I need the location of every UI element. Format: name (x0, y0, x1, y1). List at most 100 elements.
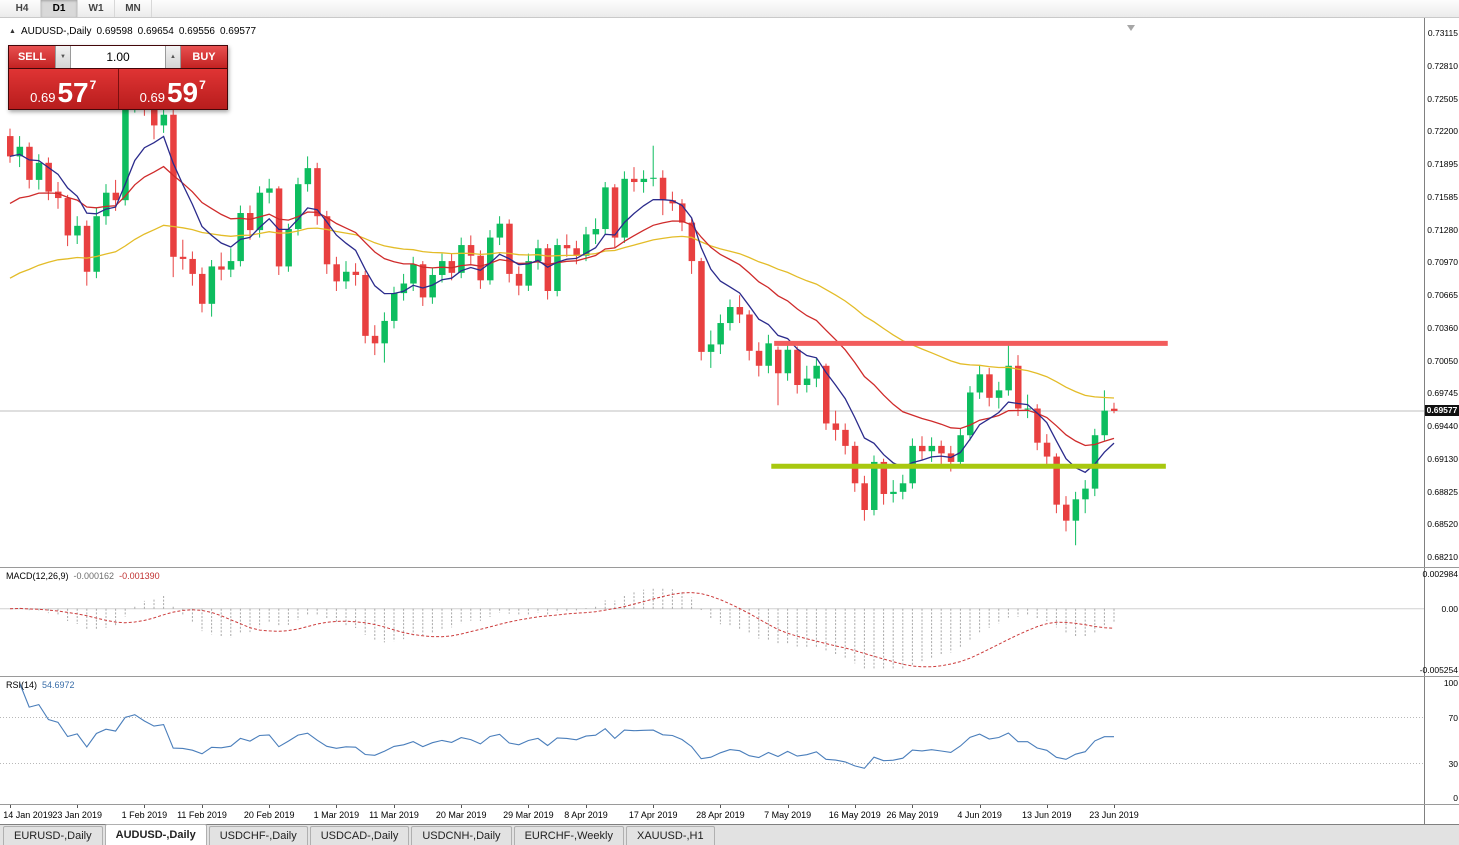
rsi-value: 54.6972 (42, 680, 75, 690)
time-tick (269, 805, 271, 808)
time-tick (202, 805, 203, 808)
timeframe-button-w1[interactable]: W1 (78, 0, 115, 17)
buy-price-big: 59 (166, 77, 199, 109)
macd-axis[interactable]: 0.002984 0.00 -0.005254 (1420, 568, 1459, 676)
time-axis-label: 23 Jan 2019 (52, 810, 102, 820)
price-axis-label: 0.71585 (1427, 191, 1458, 202)
macd-main-value: -0.000162 (73, 571, 115, 581)
time-tick (394, 805, 395, 808)
price-axis-label: 0.68520 (1427, 519, 1458, 530)
time-axis-label: 17 Apr 2019 (628, 810, 678, 820)
chart-tab-eurchf-weekly[interactable]: EURCHF-,Weekly (513, 826, 624, 845)
buy-price-prefix: 0.69 (139, 89, 165, 105)
time-tick (10, 805, 11, 808)
rsi-canvas (0, 682, 1425, 769)
rsi-name: RSI(14) (6, 680, 38, 690)
time-axis-label: 23 Jun 2019 (1089, 810, 1139, 820)
volume-increase-button[interactable]: ▲ (165, 46, 181, 68)
time-axis-label: 8 Apr 2019 (564, 810, 608, 820)
price-axis-label: 0.68210 (1427, 552, 1458, 562)
ohlc-close: 0.69577 (219, 26, 257, 37)
price-axis-label: 0.71280 (1427, 224, 1458, 235)
buy-price-display[interactable]: 0.69 59 7 (118, 69, 227, 109)
timeframe-button-d1[interactable]: D1 (41, 0, 78, 17)
rsi-axis-label: 0 (1453, 793, 1458, 803)
time-axis-label: 29 Mar 2019 (503, 810, 554, 820)
sell-price-prefix: 0.69 (30, 89, 56, 105)
rsi-axis-label: 100 (1443, 678, 1458, 688)
timeframe-button-mn[interactable]: MN (115, 0, 152, 17)
price-axis-label: 0.73115 (1427, 28, 1458, 38)
macd-name: MACD(12,26,9) (6, 571, 69, 581)
price-axis-label: 0.70360 (1427, 322, 1458, 333)
time-tick (586, 805, 587, 808)
time-axis-label: 1 Feb 2019 (121, 810, 168, 820)
time-tick (720, 805, 722, 808)
macd-indicator-label: MACD(12,26,9) -0.000162 -0.001390 (6, 571, 160, 581)
rsi-axis[interactable]: 100 70 30 0 (1424, 677, 1459, 804)
time-tick (979, 805, 981, 808)
chart-tab-usdcnh-daily[interactable]: USDCNH-,Daily (411, 826, 512, 845)
rsi-axis-label: 70 (1448, 712, 1458, 723)
chart-tab-eurusd-daily[interactable]: EURUSD-,Daily (3, 826, 103, 845)
time-axis[interactable]: 14 Jan 2019 23 Jan 2019 1 Feb 2019 11 Feb 2… (0, 804, 1459, 824)
volume-input[interactable] (71, 46, 165, 68)
chart-tab-xauusd-h1[interactable]: XAUUSD-,H1 (625, 826, 715, 845)
rsi-indicator-label: RSI(14) 54.6972 (6, 680, 75, 690)
time-tick (528, 805, 530, 808)
time-axis-label: 7 May 2019 (764, 810, 812, 820)
chart-shift-marker-icon (1127, 25, 1135, 31)
time-axis-label: 20 Mar 2019 (435, 810, 487, 820)
price-axis-label: 0.71895 (1427, 159, 1458, 169)
macd-axis-label: -0.005254 (1419, 665, 1458, 675)
price-axis[interactable]: 0.69577 0.73115 0.72810 0.72505 0.72200 0.71… (1424, 18, 1459, 567)
ohlc-high: 0.69654 (137, 26, 174, 37)
macd-canvas (0, 587, 1425, 670)
timeframe-button-h4[interactable]: H4 (4, 0, 41, 17)
time-tick (1046, 805, 1048, 808)
price-chart-canvas[interactable] (0, 18, 1425, 567)
chart-tab-usdchf-daily[interactable]: USDCHF-,Daily (208, 826, 308, 845)
time-tick (787, 805, 789, 808)
sell-price-big: 57 (57, 77, 89, 109)
current-price-badge: 0.69577 (1425, 404, 1459, 416)
price-axis-label: 0.70970 (1427, 257, 1458, 268)
time-tick (336, 805, 338, 808)
price-axis-label: 0.70050 (1427, 355, 1458, 366)
time-axis-label: 20 Feb 2019 (243, 810, 295, 820)
timeframe-toolbar: H4 D1 W1 MN (0, 0, 1459, 18)
price-axis-label: 0.69440 (1427, 421, 1458, 431)
time-tick (144, 805, 146, 808)
price-axis-label: 0.70665 (1427, 290, 1458, 300)
rsi-axis-label: 30 (1448, 758, 1458, 769)
rsi-pane: RSI(14) 54.6972 100 70 30 0 (0, 676, 1459, 804)
sell-price-display[interactable]: 0.69 57 7 (9, 69, 119, 109)
time-axis-label: 26 May 2019 (886, 810, 939, 820)
time-axis-label: 16 May 2019 (828, 810, 881, 820)
time-tick (653, 805, 655, 808)
time-axis-label: 14 Jan 2019 (3, 810, 53, 820)
price-axis-label: 0.72200 (1427, 126, 1458, 137)
time-axis-corner (1424, 805, 1459, 824)
time-axis-label: 11 Mar 2019 (369, 810, 419, 820)
ohlc-low: 0.69556 (178, 26, 215, 37)
chart-tab-usdcad-daily[interactable]: USDCAD-,Daily (309, 826, 410, 845)
macd-axis-label: 0.00 (1441, 603, 1458, 614)
chart-tab-audusd-daily[interactable]: AUDUSD-,Daily (104, 824, 207, 845)
price-axis-label: 0.69130 (1427, 453, 1458, 464)
time-axis-label: 28 Apr 2019 (696, 810, 745, 820)
price-axis-label: 0.72505 (1427, 93, 1458, 104)
price-axis-label: 0.68825 (1427, 486, 1458, 497)
macd-pane: MACD(12,26,9) -0.000162 -0.001390 0.0029… (0, 567, 1459, 676)
time-axis-label: 4 Jun 2019 (957, 810, 1002, 820)
time-tick (461, 805, 463, 808)
sell-button[interactable]: SELL (9, 46, 55, 68)
volume-decrease-button[interactable]: ▼ (55, 46, 71, 68)
macd-axis-label: 0.002984 (1422, 569, 1458, 579)
price-axis-label: 0.69745 (1427, 388, 1458, 399)
ohlc-open: 0.69598 (96, 26, 133, 37)
buy-button[interactable]: BUY (181, 46, 227, 68)
time-axis-label: 13 Jun 2019 (1022, 810, 1072, 820)
time-axis-label: 11 Feb 2019 (177, 810, 227, 820)
